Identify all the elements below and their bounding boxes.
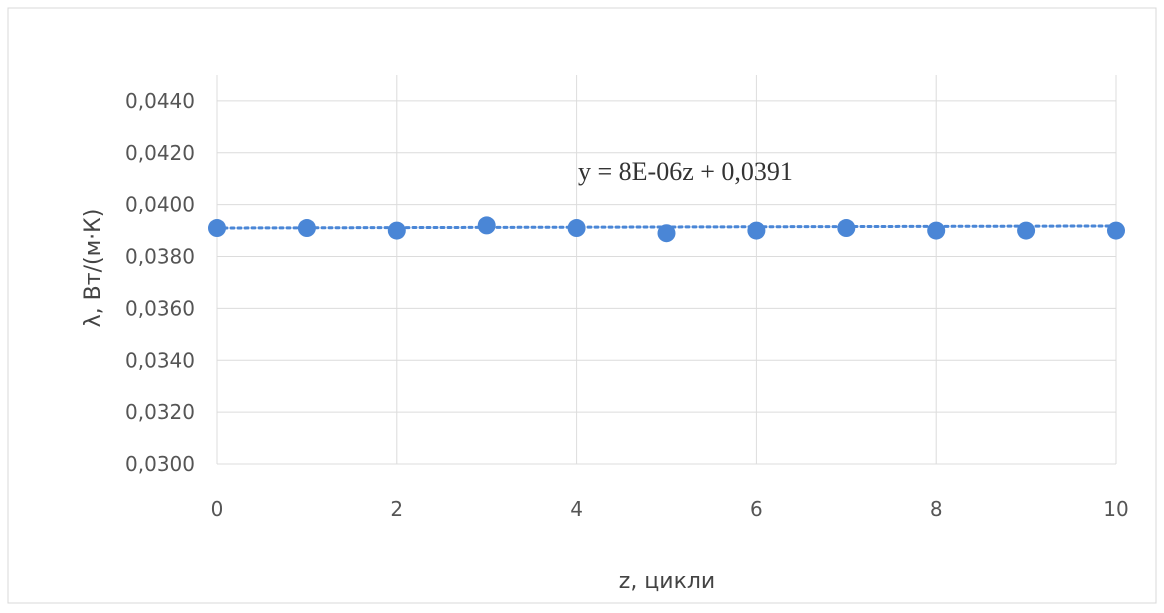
- y-tick-label: 0,0440: [125, 89, 195, 113]
- y-tick-label: 0,0300: [125, 452, 195, 476]
- gridlines: [216, 75, 1117, 465]
- y-tick-label: 0,0320: [125, 400, 195, 424]
- data-point: [747, 221, 766, 240]
- data-point: [477, 216, 496, 235]
- x-tick-label: 4: [570, 497, 583, 521]
- data-point: [1107, 221, 1125, 240]
- chart-border: [7, 7, 1157, 604]
- x-tick-label: 0: [211, 497, 224, 521]
- data-points: [208, 216, 1125, 243]
- x-tick-label: 2: [390, 497, 403, 521]
- y-tick-label: 0,0400: [125, 193, 195, 217]
- trendline-equation: y = 8E-06z + 0,0391: [578, 157, 793, 186]
- y-axis-title: λ, Вт/(м·К): [81, 209, 106, 328]
- y-tick-label: 0,0360: [125, 296, 195, 320]
- data-point: [208, 219, 226, 238]
- data-point: [387, 221, 406, 240]
- x-axis-title: z, цикли: [619, 569, 715, 594]
- y-tick-label: 0,0340: [125, 348, 195, 372]
- data-point: [657, 224, 676, 243]
- x-tick-label: 6: [750, 497, 763, 521]
- y-axis-ticks: 0,0300 0,0320 0,0340 0,0360 0,0380 0,0400 0,04…: [125, 89, 195, 476]
- x-tick-label: 10: [1103, 497, 1128, 521]
- y-tick-label: 0,0380: [125, 245, 195, 269]
- x-tick-label: 8: [930, 497, 943, 521]
- data-point: [837, 219, 856, 238]
- data-point: [567, 219, 586, 238]
- x-axis-ticks: 0 2 4 6 8 10: [211, 497, 1129, 521]
- data-point: [927, 221, 946, 240]
- y-tick-label: 0,0420: [125, 141, 195, 165]
- data-point: [1017, 221, 1036, 240]
- data-point: [297, 219, 316, 238]
